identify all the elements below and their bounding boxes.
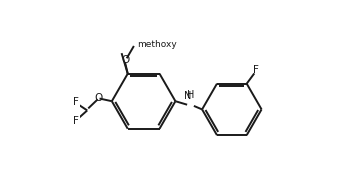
- Text: F: F: [73, 116, 79, 126]
- Text: H: H: [187, 90, 194, 100]
- Text: O: O: [94, 93, 102, 103]
- Text: F: F: [73, 97, 79, 107]
- Text: N: N: [184, 91, 191, 101]
- Text: O: O: [121, 55, 130, 65]
- Text: F: F: [253, 65, 259, 75]
- Text: methoxy: methoxy: [137, 40, 177, 49]
